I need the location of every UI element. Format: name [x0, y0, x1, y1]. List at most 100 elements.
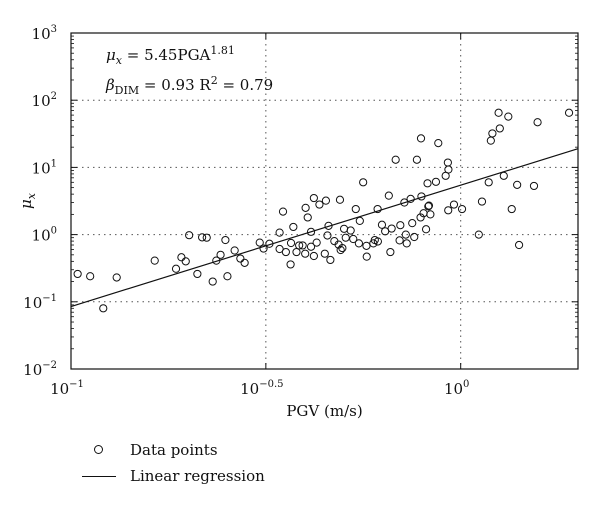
data-point	[424, 201, 434, 210]
regression-line-group	[70, 148, 579, 308]
data-point	[202, 233, 211, 242]
x-tick-labels: 10−1 10−0.5 100	[50, 379, 469, 398]
data-point	[221, 235, 230, 245]
data-point	[177, 253, 186, 262]
data-point	[208, 277, 217, 286]
data-point	[323, 231, 332, 240]
data-point	[387, 224, 396, 233]
line-marker-icon	[82, 466, 118, 486]
data-point	[275, 228, 284, 237]
data-point	[309, 251, 318, 261]
data-point	[335, 195, 345, 204]
data-point	[416, 134, 426, 143]
data-point	[431, 177, 441, 186]
data-point	[324, 221, 333, 230]
data-point	[443, 158, 452, 167]
data-point	[346, 226, 355, 235]
data-point	[499, 171, 508, 180]
data-point	[306, 242, 316, 251]
data-point	[150, 256, 159, 265]
data-point	[303, 213, 312, 222]
data-point	[507, 204, 516, 214]
data-point	[386, 247, 395, 257]
data-point	[212, 256, 221, 265]
data-point	[99, 304, 108, 313]
data-point	[474, 230, 483, 239]
legend-label-linear-regression: Linear regression	[130, 467, 265, 485]
data-point	[359, 178, 368, 187]
data-point	[320, 249, 329, 258]
data-point	[275, 244, 284, 254]
data-point	[434, 138, 443, 148]
data-point	[315, 200, 324, 209]
data-point	[185, 231, 194, 240]
data-point	[338, 243, 347, 253]
data-point	[495, 124, 504, 133]
data-point	[449, 200, 459, 209]
data-point	[426, 210, 435, 219]
data-point	[370, 235, 379, 245]
data-point	[564, 108, 574, 117]
data-point	[339, 224, 349, 233]
legend-label-data-points: Data points	[130, 441, 218, 459]
y-tick-label: 10−1	[23, 293, 57, 312]
data-point	[351, 204, 360, 214]
data-point	[396, 221, 405, 230]
data-point	[349, 234, 358, 244]
data-point	[412, 155, 421, 164]
data-point	[355, 216, 364, 225]
data-point	[416, 213, 425, 222]
data-point	[289, 222, 298, 232]
data-point	[504, 112, 513, 121]
data-point	[301, 249, 310, 258]
data-point	[321, 196, 331, 205]
data-point	[278, 207, 288, 216]
data-point	[457, 204, 467, 214]
data-point	[406, 194, 415, 203]
data-point	[513, 180, 522, 189]
data-point	[73, 269, 82, 279]
data-point	[286, 238, 296, 248]
data-point	[424, 202, 433, 211]
data-point	[171, 264, 181, 273]
data-point	[391, 155, 400, 164]
y-tick-label: 10−2	[23, 360, 57, 379]
data-point	[484, 178, 493, 187]
data-point	[326, 255, 335, 265]
data-point	[216, 250, 225, 259]
data-point	[533, 118, 542, 127]
data-point	[198, 233, 207, 242]
data-point	[402, 239, 411, 248]
data-point	[444, 165, 453, 174]
data-point	[341, 233, 350, 242]
data-point	[408, 219, 417, 228]
x-axis-label: PGV (m/s)	[286, 402, 362, 420]
x-tick-label: 10−1	[50, 379, 84, 398]
x-tick-label: 10−0.5	[240, 379, 283, 398]
data-point	[301, 203, 310, 212]
data-point	[236, 254, 245, 263]
data-point	[486, 136, 495, 145]
data-point	[86, 272, 95, 281]
data-point	[193, 269, 202, 279]
data-point	[514, 240, 524, 250]
annotation-equation: μx = 5.45PGA1.81	[106, 44, 235, 67]
data-point	[488, 129, 497, 138]
regression-line	[70, 148, 579, 308]
data-point	[395, 236, 404, 245]
data-point	[223, 272, 232, 281]
data-point	[240, 258, 249, 267]
data-point	[529, 181, 539, 191]
data-points-group	[73, 108, 574, 313]
data-point	[373, 204, 382, 214]
x-tick-label: 100	[444, 379, 469, 398]
data-point	[401, 230, 410, 239]
data-point	[410, 232, 419, 242]
data-point	[259, 244, 268, 253]
data-point	[421, 225, 431, 234]
data-point	[377, 220, 387, 229]
data-point	[286, 260, 295, 269]
grid-lines	[71, 33, 578, 369]
data-point	[309, 193, 318, 203]
